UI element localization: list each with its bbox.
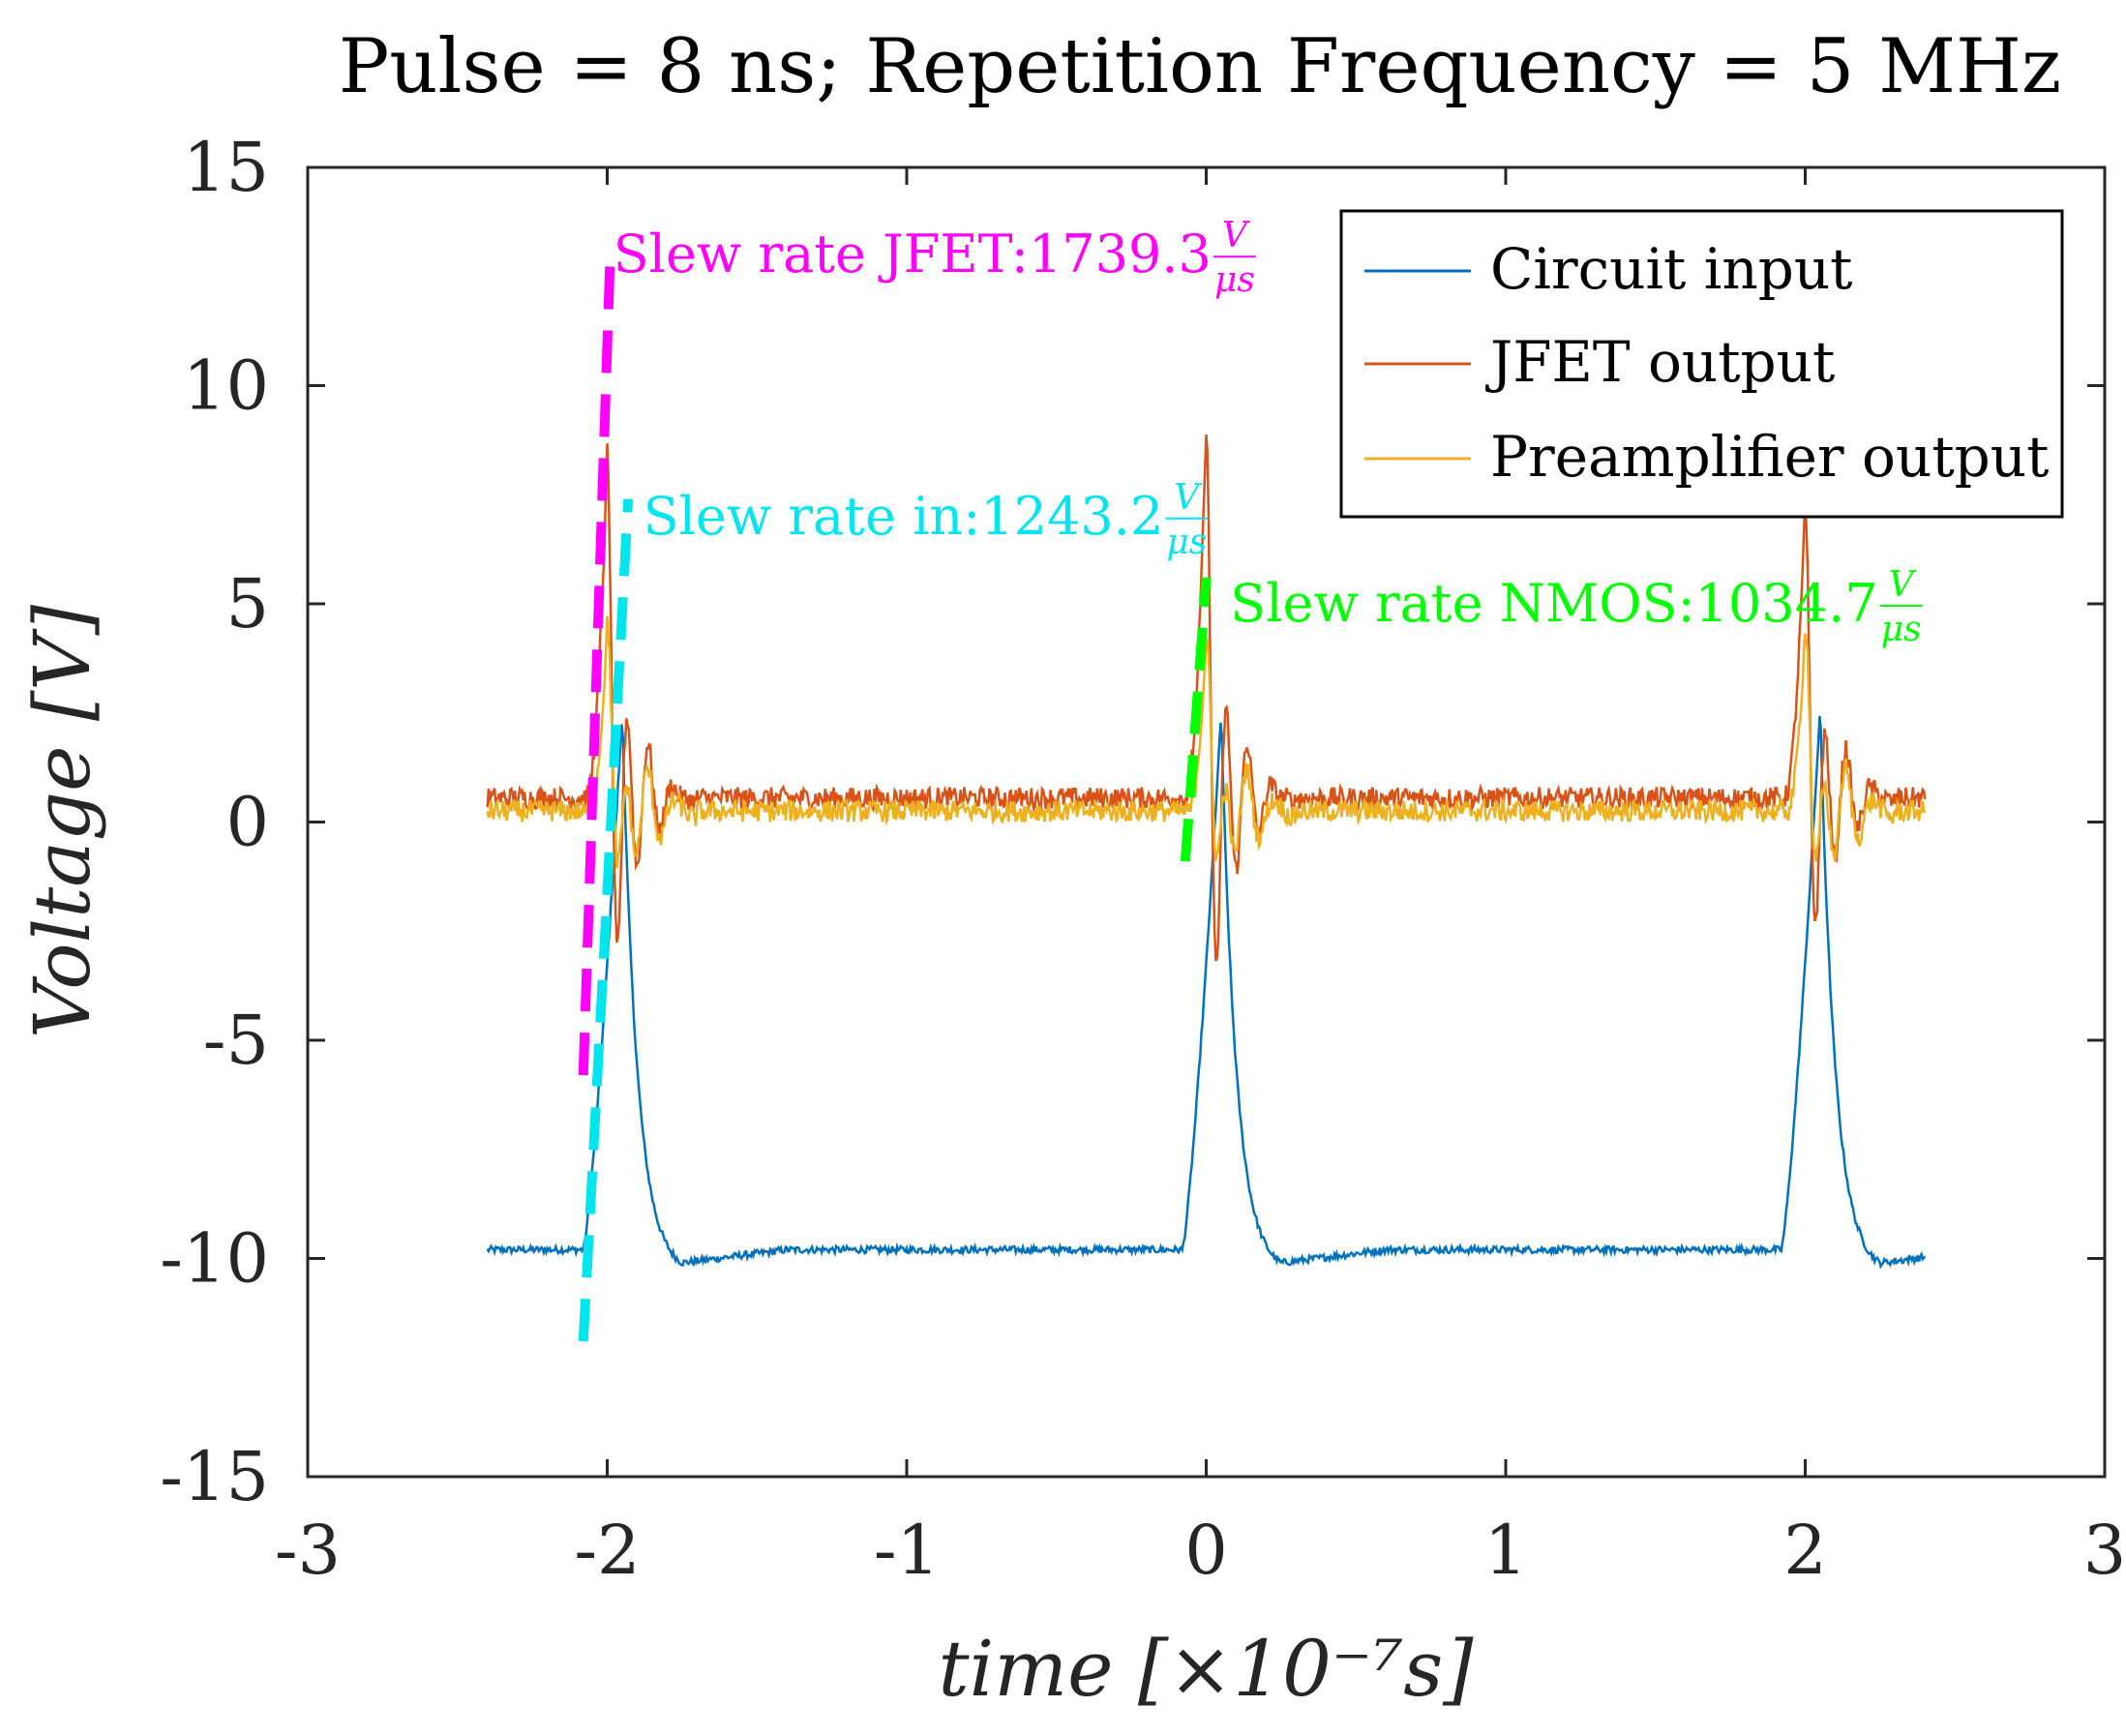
- slew-rate-unit-numerator-1: V: [1174, 478, 1203, 518]
- y-tick-label: 0: [225, 783, 269, 862]
- slew-rate-label-2: Slew rate NMOS:1034.7: [1230, 573, 1877, 634]
- x-tick-label: 0: [1184, 1511, 1228, 1590]
- slew-rate-line-0: [578, 254, 615, 1076]
- legend-label-jfet-output: JFET output: [1485, 329, 1835, 395]
- legend-entry-circuit-input: Circuit input: [1364, 236, 1852, 302]
- slew-rate-unit-numerator-0: V: [1222, 216, 1251, 255]
- x-tick-label: 2: [1783, 1511, 1827, 1590]
- legend: Circuit input JFET output Preamplifier o…: [1339, 209, 2064, 519]
- x-tick-label: 3: [2083, 1511, 2126, 1590]
- y-tick-label: -5: [203, 1001, 269, 1080]
- x-tick-label: 1: [1484, 1511, 1528, 1590]
- y-tick-label: -10: [160, 1219, 269, 1299]
- slew-rate-unit-denominator-0: μs: [1214, 260, 1255, 300]
- x-tick-label: -2: [574, 1511, 640, 1590]
- y-tick-label: 10: [183, 346, 269, 426]
- chart-title: Pulse = 8 ns; Repetition Frequency = 5 M…: [339, 23, 2061, 110]
- y-tick-label: -15: [160, 1437, 269, 1516]
- slew-rate-label-0: Slew rate JFET:1739.3: [614, 224, 1212, 284]
- legend-entry-preamplifier-output: Preamplifier output: [1364, 424, 2049, 490]
- legend-entry-jfet-output: JFET output: [1364, 329, 1835, 395]
- y-tick-label: 5: [225, 564, 269, 644]
- slew-rate-label-1: Slew rate in:1243.2: [644, 486, 1164, 547]
- y-axis-label: Voltage [V]: [17, 604, 107, 1038]
- slew-rate-unit-numerator-2: V: [1889, 565, 1918, 605]
- slew-rate-line-1: [578, 498, 634, 1342]
- x-tick-label: -1: [874, 1511, 940, 1590]
- series-line-circuit-input: [486, 715, 1927, 1270]
- y-tick-label: 15: [183, 128, 269, 207]
- x-tick-label: -3: [275, 1511, 341, 1590]
- slew-rate-unit-denominator-2: μs: [1881, 610, 1922, 649]
- slew-rate-unit-denominator-1: μs: [1166, 523, 1207, 562]
- legend-label-preamplifier-output: Preamplifier output: [1490, 424, 2049, 490]
- legend-label-circuit-input: Circuit input: [1490, 236, 1852, 302]
- x-axis-label: time [×10⁻⁷s]: [939, 1624, 1475, 1714]
- slew-rate-line-2: [1180, 577, 1212, 862]
